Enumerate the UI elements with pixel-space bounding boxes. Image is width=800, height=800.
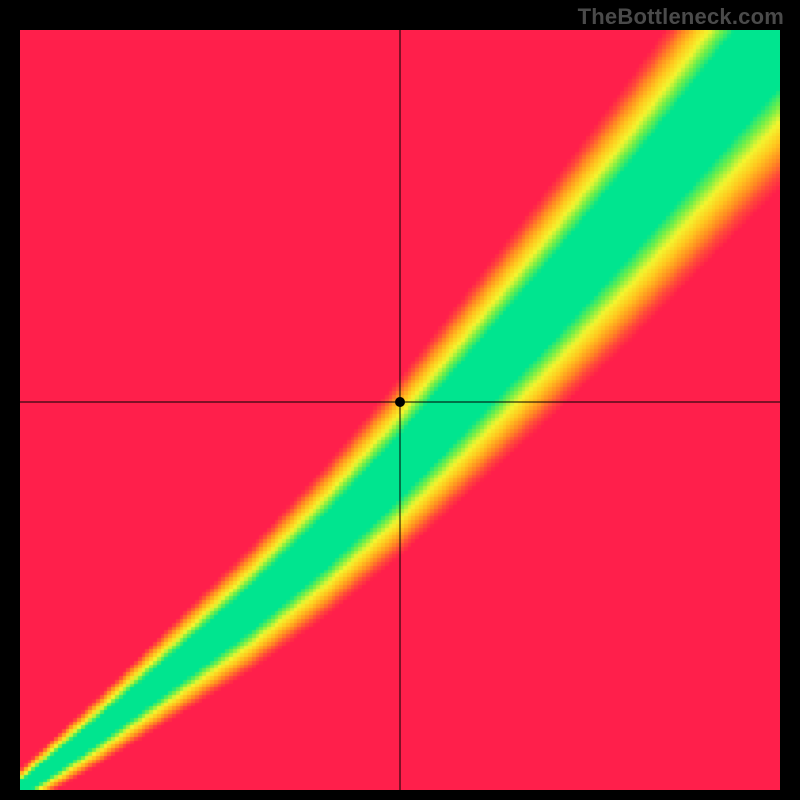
bottleneck-heatmap <box>20 30 780 790</box>
watermark-text: TheBottleneck.com <box>578 4 784 30</box>
chart-container: TheBottleneck.com <box>0 0 800 800</box>
